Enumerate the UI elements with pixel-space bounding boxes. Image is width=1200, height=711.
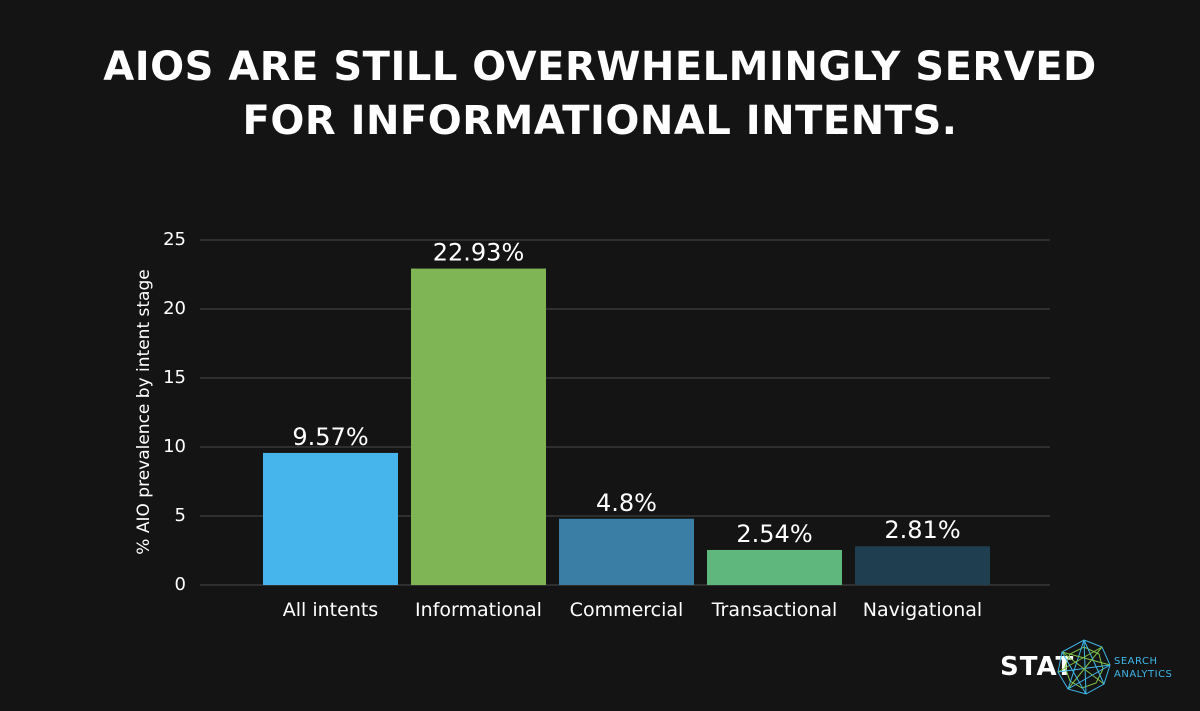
y-axis-title: % AIO prevalence by intent stage <box>134 269 154 554</box>
x-category-label: Transactional <box>711 599 838 621</box>
y-tick-label: 10 <box>163 436 186 457</box>
data-labels: 9.57% 22.93% 4.8% 2.54% 2.81% <box>292 239 960 548</box>
bar-informational <box>411 268 546 585</box>
chart-title-line-2: FOR INFORMATIONAL INTENTS. <box>242 98 958 144</box>
chart-title: AIOS ARE STILL OVERWHELMINGLY SERVED FOR… <box>0 40 1200 148</box>
x-category-label: All intents <box>283 599 378 621</box>
bar-transactional <box>707 549 842 585</box>
data-label: 4.8% <box>596 489 657 517</box>
x-category-label: Informational <box>415 599 542 621</box>
network-globe-icon <box>1057 639 1111 695</box>
y-tick-label: 5 <box>175 505 186 526</box>
y-tick-label: 15 <box>163 367 186 388</box>
y-tick-label: 0 <box>175 574 186 595</box>
x-category-label: Navigational <box>863 599 982 621</box>
logo-subtitle: SEARCH ANALYTICS <box>1114 655 1172 681</box>
data-label: 2.54% <box>736 520 812 548</box>
y-axis-ticks: 0 5 10 15 20 25 <box>163 229 186 595</box>
bars <box>263 268 990 585</box>
stat-logo: STAT SEARCH ANALYTICS <box>1000 638 1180 698</box>
y-tick-label: 25 <box>163 229 186 250</box>
bar-commercial <box>559 518 694 585</box>
data-label: 22.93% <box>433 239 525 267</box>
bar-chart: 0 5 10 15 20 25 9.57% 22.93% 4.8% 2.54% 2.81% All… <box>134 229 1050 621</box>
bar-all-intents <box>263 452 398 585</box>
y-tick-label: 20 <box>163 298 186 319</box>
chart-title-line-1: AIOS ARE STILL OVERWHELMINGLY SERVED <box>103 44 1097 90</box>
x-category-label: Commercial <box>570 599 684 621</box>
data-label: 2.81% <box>884 516 960 544</box>
logo-subtitle-line-1: SEARCH <box>1114 656 1158 667</box>
bar-navigational <box>855 546 990 585</box>
x-axis-categories: All intents Informational Commercial Transa… <box>283 599 982 621</box>
data-label: 9.57% <box>292 423 368 451</box>
logo-subtitle-line-2: ANALYTICS <box>1114 669 1173 680</box>
